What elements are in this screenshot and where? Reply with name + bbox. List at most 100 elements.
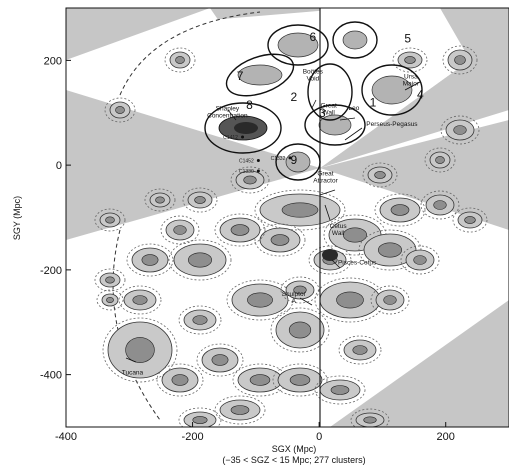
density-blob-core <box>173 225 187 235</box>
cluster-label: C1332 <box>271 156 286 162</box>
density-blob-core <box>336 291 364 309</box>
density-blob-outer <box>230 166 270 194</box>
density-blob-core <box>363 416 377 424</box>
leader-bootes <box>311 99 317 109</box>
density-blob-outer <box>156 363 204 397</box>
leader-tucana <box>125 357 137 363</box>
density-blob-core <box>289 374 311 386</box>
density-blob-core <box>171 374 189 386</box>
structure-label: Concentration <box>207 113 248 120</box>
density-blob-outer <box>350 408 390 427</box>
density-blob-core <box>383 295 397 305</box>
density-blob-outer <box>214 213 266 247</box>
density-blob-outer <box>178 305 222 335</box>
density-blob-core <box>230 224 250 236</box>
leader-leo <box>339 117 356 121</box>
density-blob-core <box>454 55 466 65</box>
x-tick-label: -200 <box>182 431 204 443</box>
density-blob-core <box>377 242 402 258</box>
density-blob-core <box>293 285 307 295</box>
y-axis-title: SGY (Mpc) <box>12 196 22 240</box>
density-blob-outer <box>178 407 222 427</box>
density-blob-outer <box>102 317 178 383</box>
density-contours <box>94 30 488 427</box>
structure-label: Wall <box>332 230 345 237</box>
density-blob-core <box>132 295 148 305</box>
density-blob-outer <box>144 188 176 212</box>
density-blob-core <box>413 255 427 265</box>
density-blob-core <box>105 216 115 224</box>
density-blob-outer <box>160 215 200 245</box>
density-blob-core <box>106 296 114 303</box>
region-outline-6 <box>267 24 329 66</box>
region-number: 5 <box>404 31 411 45</box>
region-number: 6 <box>309 30 316 44</box>
plot-frame <box>65 7 509 428</box>
cluster-dot <box>288 156 292 160</box>
leader-pisces <box>331 259 341 269</box>
density-blob-outer <box>164 47 196 73</box>
density-blob-core <box>404 56 416 64</box>
region-outline-5 <box>332 21 378 59</box>
density-blob-outer <box>374 193 426 227</box>
density-blob-core <box>247 292 273 308</box>
region-number: 8 <box>246 98 253 112</box>
density-blob-outer <box>338 335 382 365</box>
structure-label: Cetus <box>330 223 348 230</box>
structure-label: Tucana <box>122 370 144 377</box>
density-blob-core <box>105 276 115 284</box>
density-blob-outer <box>440 115 480 145</box>
density-blob-core <box>192 315 208 325</box>
region-number: 7 <box>237 69 244 83</box>
density-blob-core <box>330 385 350 395</box>
region-outline-8 <box>204 102 282 154</box>
density-blob-outer <box>94 208 126 232</box>
structure-label: Boötes <box>303 68 324 75</box>
avoidance-wedge-left <box>66 90 320 240</box>
region-outline-7 <box>225 53 295 97</box>
density-blob-core <box>464 216 476 224</box>
density-blob-core <box>249 374 271 386</box>
density-blob-outer <box>226 279 294 321</box>
structure-label: Ursa <box>404 74 418 81</box>
region-fill <box>342 30 368 50</box>
density-blob-core <box>281 202 319 218</box>
density-blob-core <box>230 405 250 415</box>
leader-perseus <box>344 127 363 141</box>
density-blob-core <box>194 196 206 204</box>
structure-label: Shapley <box>216 106 240 113</box>
density-blob-core <box>352 345 368 355</box>
y-tick-label: 0 <box>56 160 62 172</box>
leader-attractor <box>319 189 336 196</box>
structure-label: Sculptor <box>282 291 307 298</box>
density-blob-core <box>125 337 155 363</box>
x-tick-label: 0 <box>316 431 322 443</box>
y-tick-label: -200 <box>40 265 62 277</box>
cluster-labels: C1412 C1452 C1330 C1332 <box>223 135 292 175</box>
density-blob-outer <box>96 289 124 311</box>
density-blob-outer <box>424 147 456 173</box>
density-blob-core <box>453 125 467 135</box>
cluster-label: C1452 <box>239 159 254 165</box>
density-blob-core <box>141 254 159 266</box>
density-blob-outer <box>118 285 162 315</box>
region-fill <box>285 151 311 173</box>
density-blob-outer <box>442 45 478 75</box>
x-axis-note: (−35 < SGZ < 15 Mpc; 277 clusters) <box>222 455 365 465</box>
x-tick-label: 200 <box>437 431 455 443</box>
cluster-label: C1330 <box>239 169 254 175</box>
density-blob-outer <box>362 162 398 188</box>
density-blob-outer <box>392 47 428 73</box>
density-blob-core <box>115 106 125 114</box>
density-blob-outer <box>104 97 136 123</box>
density-blob-outer <box>182 187 218 213</box>
avoidance-wedge-top-right <box>320 8 509 168</box>
density-blob-outer <box>270 307 330 353</box>
cluster-dot <box>256 169 260 173</box>
density-blob-outer <box>420 190 460 220</box>
density-blob-core <box>270 234 290 246</box>
leader-shapley <box>227 109 237 121</box>
density-blob-outer <box>400 245 440 275</box>
region-fill <box>277 32 319 58</box>
density-blob-core <box>390 204 410 216</box>
